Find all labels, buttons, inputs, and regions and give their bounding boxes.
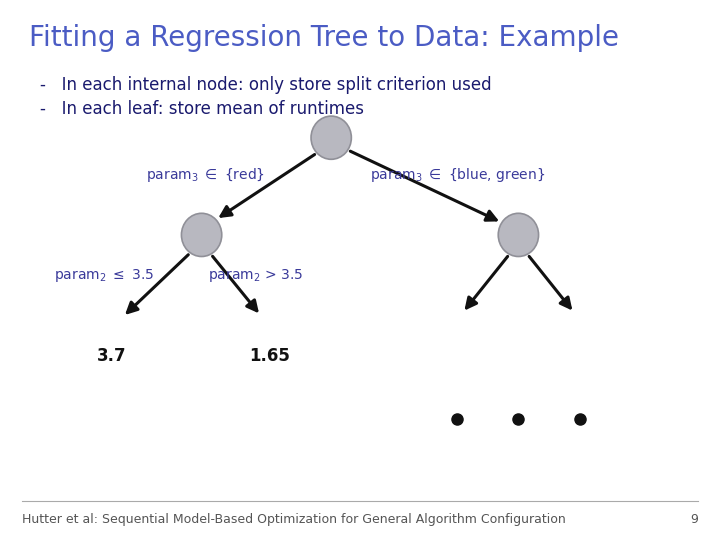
Text: Hutter et al: Sequential Model-Based Optimization for General Algorithm Configur: Hutter et al: Sequential Model-Based Opt… <box>22 513 565 526</box>
Ellipse shape <box>498 213 539 256</box>
Ellipse shape <box>311 116 351 159</box>
Text: param$_2$ $\leq$ 3.5: param$_2$ $\leq$ 3.5 <box>54 267 155 284</box>
Ellipse shape <box>181 213 222 256</box>
Text: Fitting a Regression Tree to Data: Example: Fitting a Regression Tree to Data: Examp… <box>29 24 618 52</box>
Text: -   In each internal node: only store split criterion used: - In each internal node: only store spli… <box>40 76 491 93</box>
Text: 9: 9 <box>690 513 698 526</box>
Text: param$_2$ > 3.5: param$_2$ > 3.5 <box>208 267 303 284</box>
Text: param$_3$ $\in$ {red}: param$_3$ $\in$ {red} <box>145 166 265 185</box>
Text: -   In each leaf: store mean of runtimes: - In each leaf: store mean of runtimes <box>40 100 364 118</box>
Text: param$_3$ $\in$ {blue, green}: param$_3$ $\in$ {blue, green} <box>369 166 545 185</box>
Text: 1.65: 1.65 <box>250 347 290 366</box>
Text: 3.7: 3.7 <box>96 347 127 366</box>
